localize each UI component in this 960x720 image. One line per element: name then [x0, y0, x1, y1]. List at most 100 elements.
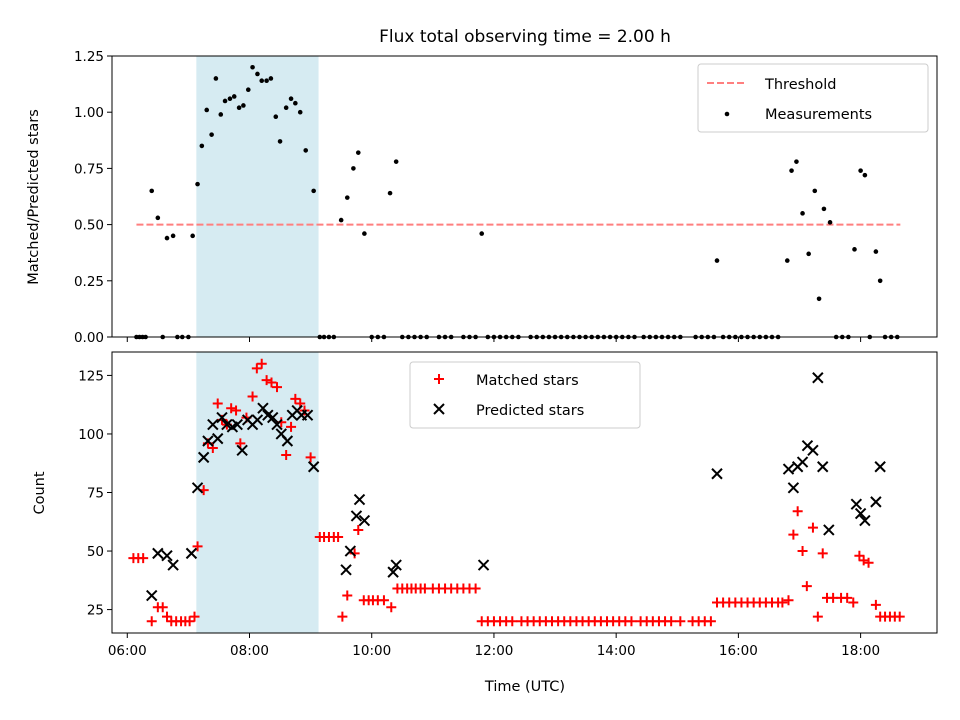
data-point: [251, 363, 262, 374]
data-point: [393, 159, 399, 164]
data-point: [342, 590, 353, 601]
data-point: [816, 296, 822, 302]
data-point: [858, 168, 863, 173]
y-tick-label: 75: [87, 486, 104, 502]
data-point: [862, 172, 868, 178]
data-point: [777, 597, 788, 608]
data-point: [792, 506, 803, 517]
y-tick-label: 0.00: [74, 330, 104, 346]
data-point: [470, 583, 481, 594]
data-point: [167, 559, 179, 571]
data-point: [286, 421, 297, 432]
data-point: [788, 529, 799, 540]
observing-window-span: [196, 352, 319, 633]
data-point: [245, 87, 251, 93]
data-point: [251, 414, 264, 426]
data-point: [164, 235, 170, 241]
data-point: [191, 482, 204, 494]
y-tick-label: 25: [87, 603, 104, 619]
data-point: [353, 524, 364, 535]
data-point: [333, 531, 344, 542]
data-point: [307, 461, 320, 473]
data-point: [272, 382, 282, 393]
data-point: [870, 599, 881, 610]
data-point: [266, 377, 277, 388]
data-point: [801, 581, 812, 592]
data-point: [185, 547, 198, 560]
y-tick-label: 1.25: [74, 49, 104, 65]
data-point: [337, 611, 348, 622]
data-point: [812, 372, 824, 384]
legend-matched-swatch: [434, 374, 444, 384]
data-point: [283, 105, 289, 111]
data-point: [170, 233, 176, 239]
data-point: [787, 482, 800, 494]
data-point: [259, 78, 265, 84]
data-point: [293, 100, 298, 106]
x-tick-label: 06:00: [108, 643, 147, 659]
y-tick-label: 0.25: [74, 274, 104, 290]
data-point: [277, 139, 283, 144]
data-point: [236, 444, 248, 457]
data-point: [827, 220, 833, 225]
data-point: [236, 105, 242, 111]
top-y-axis-label: Matched/Predicted stars: [26, 109, 42, 285]
data-point: [874, 461, 886, 473]
data-point: [378, 595, 389, 606]
legend-threshold-label: Threshold: [764, 77, 836, 93]
data-point: [235, 438, 246, 449]
data-point: [362, 231, 367, 236]
data-point: [666, 616, 677, 627]
data-point: [212, 432, 224, 445]
data-point: [812, 611, 823, 622]
data-point: [821, 206, 827, 212]
data-point: [155, 215, 161, 221]
data-point: [231, 94, 237, 99]
data-point: [231, 418, 243, 431]
data-point: [350, 510, 363, 522]
data-point: [852, 247, 857, 252]
data-point: [255, 71, 260, 77]
data-point: [209, 132, 214, 137]
data-point: [138, 553, 149, 564]
data-point: [842, 592, 853, 603]
x-tick-label: 16:00: [719, 643, 758, 659]
data-point: [387, 566, 399, 578]
data-point: [796, 456, 809, 468]
legend-box: [697, 63, 929, 133]
data-point: [184, 616, 195, 627]
y-tick-label: 0.75: [74, 161, 104, 177]
y-tick-label: 1.00: [74, 105, 104, 121]
data-point: [507, 616, 518, 627]
data-point: [807, 444, 819, 457]
data-point: [854, 507, 867, 520]
data-point: [477, 559, 490, 571]
data-point: [705, 616, 716, 627]
data-point: [161, 550, 173, 562]
data-point: [870, 496, 882, 508]
bottom-y-axis-label: Count: [32, 471, 48, 514]
data-point: [806, 251, 811, 257]
data-point: [859, 514, 871, 527]
data-point: [207, 418, 219, 431]
data-point: [807, 522, 818, 533]
legend-bottom: Matched stars Predicted stars: [409, 361, 641, 429]
data-point: [222, 98, 228, 104]
data-point: [479, 231, 485, 236]
axes-frame: [111, 55, 938, 338]
data-point: [267, 411, 279, 424]
data-point: [227, 96, 233, 102]
data-point: [338, 217, 344, 223]
data-point: [311, 188, 316, 194]
data-point: [711, 468, 723, 480]
data-point: [387, 190, 393, 196]
data-point: [189, 611, 200, 622]
data-point: [152, 547, 164, 560]
legend-box: [409, 361, 641, 429]
data-point: [250, 64, 255, 70]
data-point: [202, 435, 214, 447]
observing-window-span: [196, 56, 319, 337]
data-point: [355, 150, 361, 155]
data-point: [299, 405, 310, 416]
data-point: [297, 109, 303, 115]
